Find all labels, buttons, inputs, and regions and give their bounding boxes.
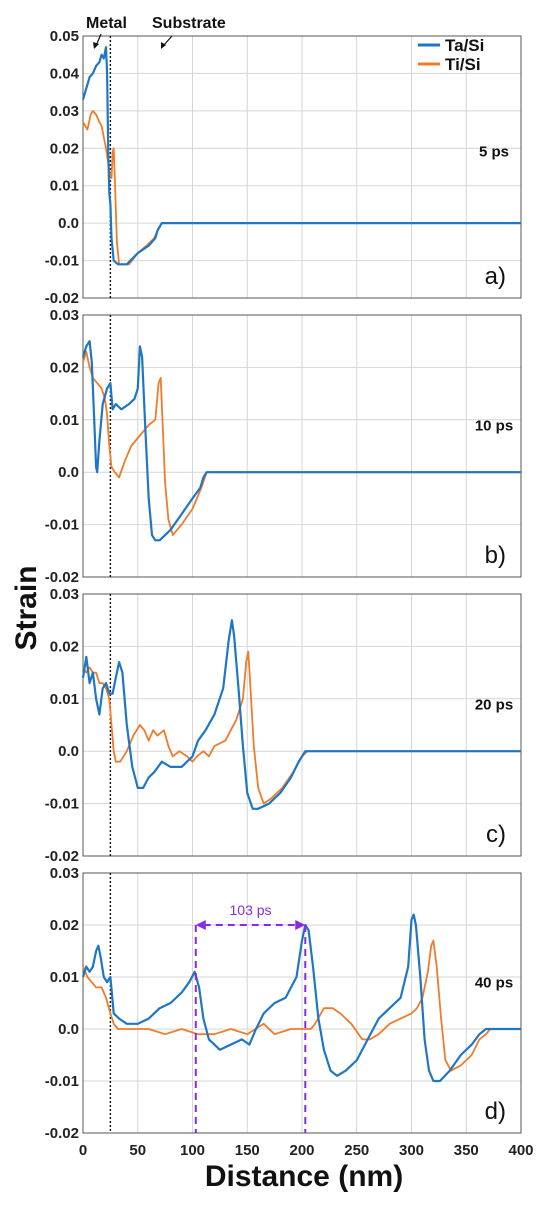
series-line-ta-si (81, 913, 521, 1083)
panel-frame (82, 593, 522, 857)
time-label: 10 ps (475, 417, 513, 434)
annotation-substrate: Substrate (152, 15, 226, 32)
series-line-ti-si (82, 939, 521, 1072)
legend: Ta/Si Ti/Si (418, 36, 484, 74)
y-axis-title: Strain (10, 565, 43, 650)
series-line-ta-si (81, 340, 521, 542)
annotation-metal: Metal (86, 15, 127, 32)
y-tick-label: 0.02 (50, 140, 79, 157)
x-tick-label: 100 (180, 1142, 205, 1159)
y-tick-label: 0.03 (50, 307, 79, 324)
x-tick-label: 200 (289, 1142, 314, 1159)
y-tick-label: 0.04 (50, 65, 80, 82)
panel-d: 0 50 100 150 200 250 300 350 400 0.03 0.02 0.01 0.0 -… (45, 865, 534, 1159)
x-axis-title: Distance (nm) (205, 1160, 403, 1193)
panel-frame (82, 35, 522, 299)
y-tick-label: 0.0 (58, 464, 79, 481)
y-tick-label: 0.01 (50, 412, 79, 429)
y-tick-label: -0.02 (45, 1125, 79, 1142)
x-tick-label: 400 (508, 1142, 533, 1159)
measure-label: 103 ps (230, 902, 272, 918)
y-tick-label: -0.01 (45, 796, 79, 813)
measure-arrowhead-left (195, 920, 206, 930)
y-tick-label: 0.02 (50, 638, 79, 655)
legend-label-ta-si: Ta/Si (445, 36, 484, 55)
y-tick-label: 0.03 (50, 865, 79, 882)
time-label: 5 ps (479, 144, 509, 161)
time-label: 40 ps (475, 974, 513, 991)
panel-label: c) (486, 821, 506, 848)
y-tick-label: -0.02 (45, 848, 79, 865)
y-tick-label: 0.0 (58, 743, 79, 760)
y-tick-label: -0.01 (45, 1073, 79, 1090)
x-tick-label: 350 (454, 1142, 479, 1159)
y-tick-label: 0.0 (58, 215, 79, 232)
panel-frame (82, 872, 522, 1134)
y-tick-label: 0.02 (50, 917, 79, 934)
y-tick-label: -0.01 (45, 253, 79, 270)
panel-frame (82, 314, 522, 578)
panel-b: 0.03 0.02 0.01 0.0 -0.01 -0.02 10 ps b) (45, 307, 522, 586)
panels-group: 0.050.040.030.020.010.0-0.01-0.025 psa)0… (45, 28, 534, 1159)
series-line-ti-si (82, 350, 521, 536)
panel-c: 0.03 0.02 0.01 0.0 -0.01 -0.02 20 ps c) (45, 586, 522, 865)
y-tick-label: -0.02 (45, 290, 79, 307)
legend-label-ti-si: Ti/Si (445, 55, 481, 74)
x-tick-label: 300 (399, 1142, 424, 1159)
measure-arrowhead-right (295, 920, 306, 930)
panel-label: d) (485, 1098, 506, 1125)
y-tick-label: 0.03 (50, 586, 79, 603)
series-line-ta-si (81, 619, 521, 810)
y-tick-label: 0.01 (50, 691, 79, 708)
x-tick-label: 150 (235, 1142, 260, 1159)
series-line-ti-si (82, 650, 521, 805)
x-tick-label: 0 (79, 1142, 87, 1159)
time-label: 20 ps (475, 696, 513, 713)
series-line-ta-si (81, 46, 521, 266)
y-tick-label: 0.05 (50, 28, 79, 45)
panel-label: b) (485, 542, 506, 569)
y-tick-label: 0.03 (50, 103, 79, 120)
substrate-arrow-head (161, 42, 166, 49)
metal-arrow-head (93, 42, 99, 49)
y-tick-label: 0.01 (50, 969, 79, 986)
panel-a: 0.05 0.04 0.03 0.02 0.01 0.0 -0.01 -0.02 5 ps a) (45, 28, 522, 307)
y-tick-label: -0.02 (45, 569, 79, 586)
y-tick-label: 0.01 (50, 178, 79, 195)
panel-label: a) (485, 263, 506, 290)
y-tick-label: 0.02 (50, 359, 79, 376)
y-tick-label: 0.0 (58, 1021, 79, 1038)
top-annotations: Metal Substrate (86, 15, 226, 49)
y-tick-label: -0.01 (45, 517, 79, 534)
x-tick-label: 250 (344, 1142, 369, 1159)
x-tick-label: 50 (129, 1142, 146, 1159)
